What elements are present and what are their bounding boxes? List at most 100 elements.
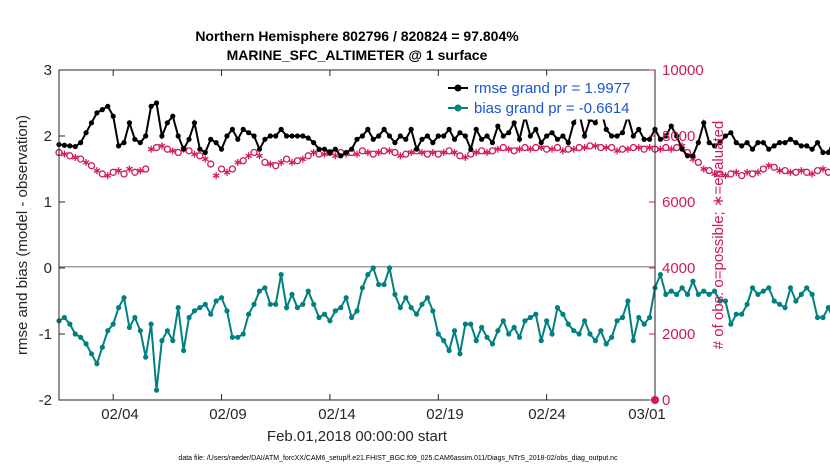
rmse-point xyxy=(289,133,295,139)
rmse-point xyxy=(451,136,458,142)
rmse-point xyxy=(435,133,441,139)
plot-area-frame xyxy=(58,69,656,401)
rmse-point xyxy=(777,140,783,146)
rmse-point xyxy=(766,146,772,152)
rmse-point xyxy=(278,126,284,132)
obs-evaluated-marker xyxy=(126,165,133,173)
bias-point xyxy=(321,311,328,317)
rmse-point xyxy=(224,133,230,139)
bias-point xyxy=(500,318,506,324)
bias-point xyxy=(484,334,490,340)
rmse-point xyxy=(153,100,160,106)
right-axis-zero-marker xyxy=(651,396,659,404)
bias-point xyxy=(435,331,441,337)
bias-point xyxy=(424,295,431,301)
obs-evaluated-marker xyxy=(461,153,469,161)
bias-point xyxy=(516,334,523,340)
bias-point xyxy=(186,314,192,321)
bias-point xyxy=(229,334,235,340)
rmse-point xyxy=(787,136,794,142)
rmse-point xyxy=(441,133,447,139)
rmse-point xyxy=(159,133,165,139)
rmse-point xyxy=(668,123,674,129)
rmse-point xyxy=(365,126,371,132)
rmse-point xyxy=(240,126,246,132)
bias-point xyxy=(191,308,198,314)
rmse-point xyxy=(603,126,609,132)
rmse-point xyxy=(105,103,111,109)
obs-possible-marker xyxy=(217,165,226,173)
rmse-point xyxy=(549,130,555,136)
rmse-point xyxy=(533,126,539,132)
bias-point xyxy=(305,288,311,294)
rmse-point xyxy=(744,140,750,146)
bias-point xyxy=(267,301,273,307)
bias-point xyxy=(587,331,593,337)
obs-evaluated-marker xyxy=(732,168,740,176)
bias-point xyxy=(814,314,821,321)
rmse-point xyxy=(565,140,571,146)
bias-point xyxy=(181,347,187,354)
rmse-point xyxy=(229,126,235,132)
rmse-point xyxy=(695,140,701,146)
obs-possible-marker xyxy=(759,165,768,173)
obs-evaluated-marker xyxy=(256,152,263,160)
obs-evaluated-marker xyxy=(93,167,101,175)
obs-possible-marker xyxy=(142,165,150,173)
bias-point xyxy=(72,331,78,337)
bias-point xyxy=(749,285,756,291)
rmse-point xyxy=(343,149,349,156)
bias-point xyxy=(278,272,284,278)
obs-possible-marker xyxy=(434,150,442,158)
bias-point xyxy=(457,351,463,357)
rmse-point xyxy=(251,133,257,139)
rmse-point xyxy=(690,153,696,159)
rmse-point xyxy=(516,136,523,142)
rmse-point xyxy=(820,149,826,156)
bias-point xyxy=(441,338,447,344)
rmse-point xyxy=(571,120,577,126)
rmse-point xyxy=(614,133,620,139)
rmse-point xyxy=(793,140,799,146)
obs-possible-marker xyxy=(488,147,497,155)
obs-possible-marker xyxy=(705,166,713,175)
rmse-point xyxy=(294,133,300,139)
obs-possible-marker xyxy=(152,143,161,152)
left-tick-label: 1 xyxy=(44,194,52,211)
bias-point xyxy=(262,285,268,291)
bias-point xyxy=(722,298,729,304)
obs-possible-marker xyxy=(358,147,367,155)
bias-point xyxy=(782,305,788,311)
rmse-point xyxy=(554,136,561,142)
bias-point xyxy=(224,308,230,314)
obs-possible-marker xyxy=(467,150,475,158)
obs-evaluated-marker xyxy=(754,168,762,176)
rmse-point xyxy=(479,136,485,142)
bias-point xyxy=(657,272,664,278)
obs-possible-marker xyxy=(803,168,811,176)
obs-possible-marker xyxy=(163,145,172,153)
bias-point xyxy=(116,305,122,311)
bias-point xyxy=(619,314,626,321)
bias-point xyxy=(684,291,691,297)
obs-possible-marker xyxy=(586,142,594,150)
rmse-point xyxy=(495,123,501,129)
rmse-point xyxy=(684,153,691,159)
bias-point xyxy=(777,301,783,307)
rmse-point xyxy=(235,136,241,142)
right-tick-label: 2000 xyxy=(662,326,695,343)
bias-point xyxy=(392,291,398,297)
obs-possible-marker xyxy=(228,165,237,173)
bias-point xyxy=(479,324,485,330)
rmse-point xyxy=(733,140,739,146)
obs-possible-marker xyxy=(542,145,551,153)
bias-point xyxy=(712,288,718,294)
bias-point xyxy=(61,314,68,321)
bias-point xyxy=(668,288,674,294)
obs-possible-marker xyxy=(369,150,377,158)
left-tick-label: 2 xyxy=(44,128,52,145)
rmse-point xyxy=(511,120,517,126)
bias-point xyxy=(527,314,533,321)
rmse-point xyxy=(132,136,138,142)
rmse-point xyxy=(267,133,273,139)
